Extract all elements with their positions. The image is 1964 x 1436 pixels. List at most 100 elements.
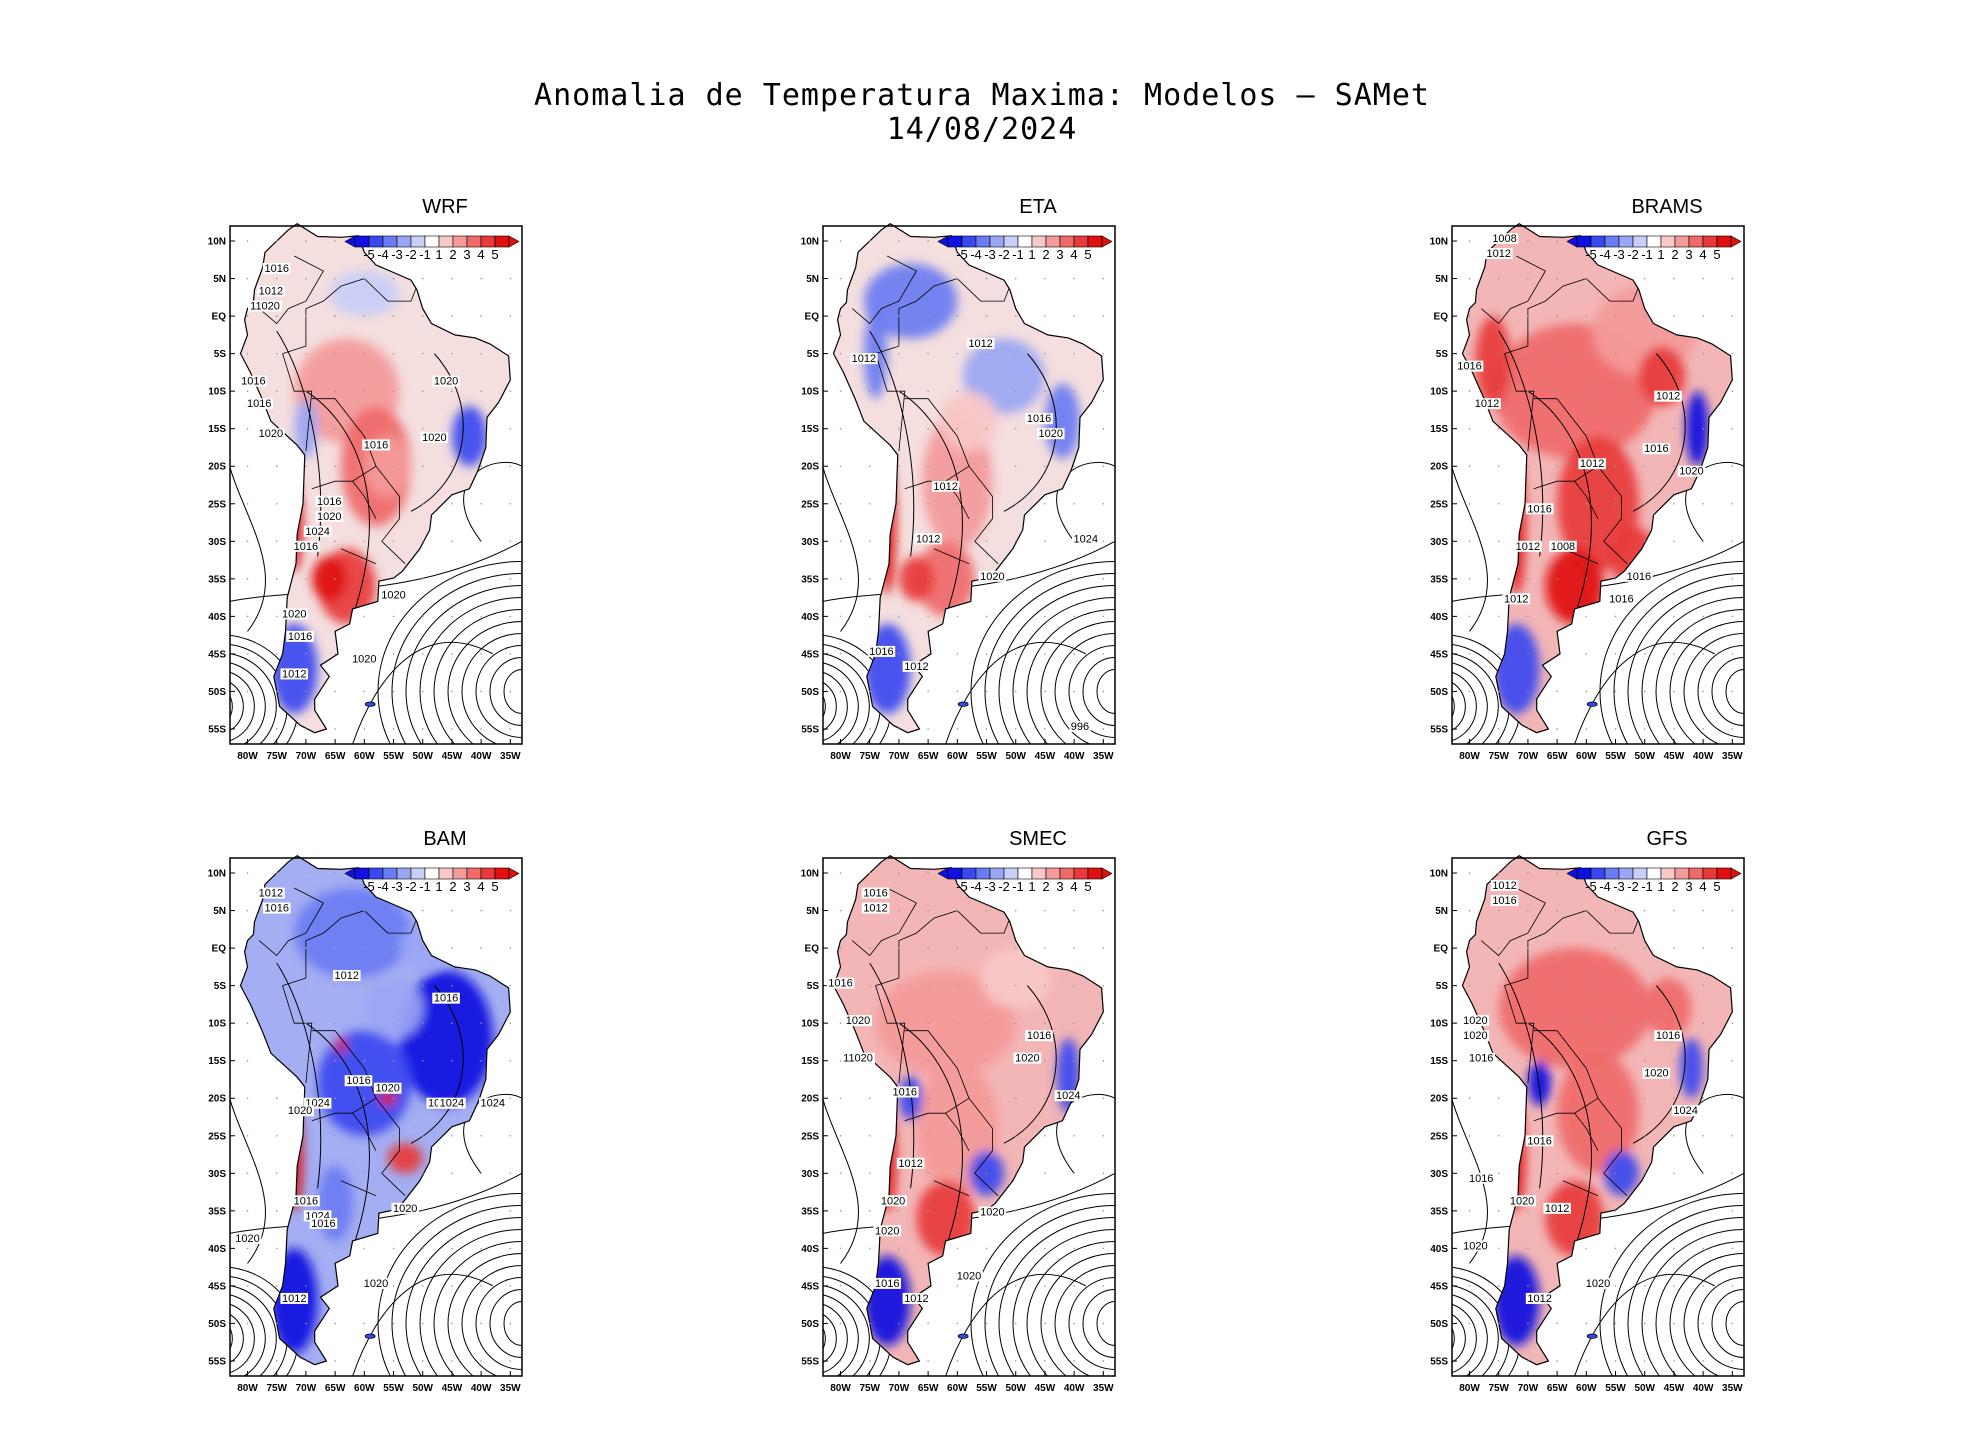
colorbar-tick-label: -1 [1012,879,1024,894]
colorbar-swatch [947,867,963,880]
isobar-label: 1012 [1580,458,1604,470]
isobar-label: 1012 [1545,1203,1569,1215]
lon-tick-label: 65W [1547,751,1568,762]
colorbar-swatch [1660,235,1676,248]
lat-tick-label: 30S [1430,537,1448,548]
isobar-label: 1016 [294,1195,318,1207]
lat-tick-label: 10S [208,1019,226,1030]
lat-tick-label: 15S [208,424,226,435]
isobar-label: 1016 [311,1218,335,1230]
lon-tick-label: 65W [1547,1383,1568,1394]
isobar-label: 1016 [241,376,265,388]
panel-title-brams: BRAMS [1631,196,1703,218]
figure-title: Anomalia de Temperatura Maxima: Modelos … [534,78,1430,113]
colorbar-swatch [1003,867,1019,880]
graticule [246,872,512,1362]
isobar-label: 1012 [259,286,283,298]
lat-tick-label: EQ [1434,944,1449,955]
panel-title-bam: BAM [423,828,467,850]
lon-tick-label: 80W [830,751,851,762]
isobar-label: 1020 [422,432,446,444]
lon-tick-label: 45W [1664,1383,1685,1394]
isobar-label: 1016 [346,1075,370,1087]
panel-gfs: GFS 10N 5N EQ 5S 10S 15S 20S 25S 30S 35S 40S 45S 50S… [1412,828,1922,1398]
colorbar-swatch [1073,235,1089,248]
lon-tick-label: 45W [1035,1383,1056,1394]
isobar-label: 1020 [1015,1053,1039,1065]
lat-tick-label: 20S [1430,1094,1448,1105]
lat-tick-label: EQ [1434,312,1449,323]
isobar-label: 1016 [1527,1135,1551,1147]
lon-tick-label: 80W [830,1383,851,1394]
lat-tick-label: 35S [801,574,819,585]
lat-tick-label: 15S [1430,1056,1448,1067]
isobar-label: 1020 [364,1278,388,1290]
lon-tick-label: 45W [1035,751,1056,762]
lat-tick-label: 35S [1430,574,1448,585]
lon-tick-label: 55W [976,751,997,762]
lat-tick-label: 20S [801,462,819,473]
isobar-label: 1016 [434,993,458,1005]
lon-tick-label: 35W [1722,1383,1743,1394]
lon-tick-label: 70W [1518,751,1539,762]
panel-title-wrf: WRF [422,196,468,218]
isobar-label: 1012 [259,888,283,900]
colorbar-swatch [975,867,991,880]
colorbar-swatch [452,235,468,248]
lon-tick-label: 35W [1093,751,1114,762]
colorbar-swatch [1003,235,1019,248]
lat-tick-label: 35S [208,574,226,585]
lat-tick-label: 5S [214,981,227,992]
lat-tick-label: 20S [208,1094,226,1105]
isobar-label: 1012 [916,533,940,545]
lat-tick-label: 25S [801,1131,819,1142]
lat-tick-label: 30S [1430,1169,1448,1180]
lat-tick-label: EQ [212,944,227,955]
lat-tick-label: 55S [801,1356,819,1367]
colorbar-swatch [382,235,398,248]
colorbar-swatch [1590,867,1606,880]
colorbar-tick-label: 2 [1042,879,1049,894]
colorbar-swatch [989,867,1005,880]
isobar-label: 1016 [264,903,288,915]
isobar-label: 996 [1071,721,1089,733]
lon-tick-label: 35W [500,1383,521,1394]
lon-tick-label: 60W [354,751,375,762]
lon-tick-label: 80W [237,1383,258,1394]
isobar-label: 1020 [980,571,1004,583]
colorbar-tick-label: 5 [1713,879,1720,894]
isobar-label: 1016 [828,978,852,990]
colorbar-swatch [1660,867,1676,880]
lon-tick-label: 35W [500,751,521,762]
colorbar-tick-label: -2 [1627,247,1639,262]
lat-tick-label: 10N [208,869,226,880]
graticule [1468,240,1734,730]
figure-date: 14/08/2024 [886,112,1078,147]
isobar-label: 1012 [863,903,887,915]
lon-tick-label: 40W [1693,751,1714,762]
lat-tick-label: 5N [213,274,226,285]
colorbar-swatch [1716,235,1732,248]
colorbar-swatch [396,235,412,248]
lon-tick-label: 55W [383,751,404,762]
colorbar-swatch [1017,867,1033,880]
colorbar-tick-label: -1 [419,247,431,262]
isobar-label: 1020 [1510,1195,1534,1207]
panel-brams: BRAMS 10N 5N EQ 5S 10S 15S 20S 25S 30S 35S 40S 45S 5… [1412,196,1922,766]
lat-tick-label: 20S [208,462,226,473]
lat-tick-label: 5N [213,906,226,917]
isobar-label: 1024 [305,526,329,538]
lat-tick-label: 45S [801,649,819,660]
isobar-label: 1012 [282,668,306,680]
lon-tick-label: 35W [1093,1383,1114,1394]
lon-tick-label: 55W [1605,1383,1626,1394]
colorbar-tick-label: 3 [1685,247,1692,262]
isobar-label: 1024 [440,1098,464,1110]
lat-tick-label: 45S [1430,1281,1448,1292]
colorbar-swatch [1716,867,1732,880]
colorbar-tick-label: 5 [1084,247,1091,262]
lon-tick-label: 65W [918,751,939,762]
isobar-label: 1016 [1609,593,1633,605]
isobar-label: 1012 [904,1293,928,1305]
colorbar-swatch [396,867,412,880]
